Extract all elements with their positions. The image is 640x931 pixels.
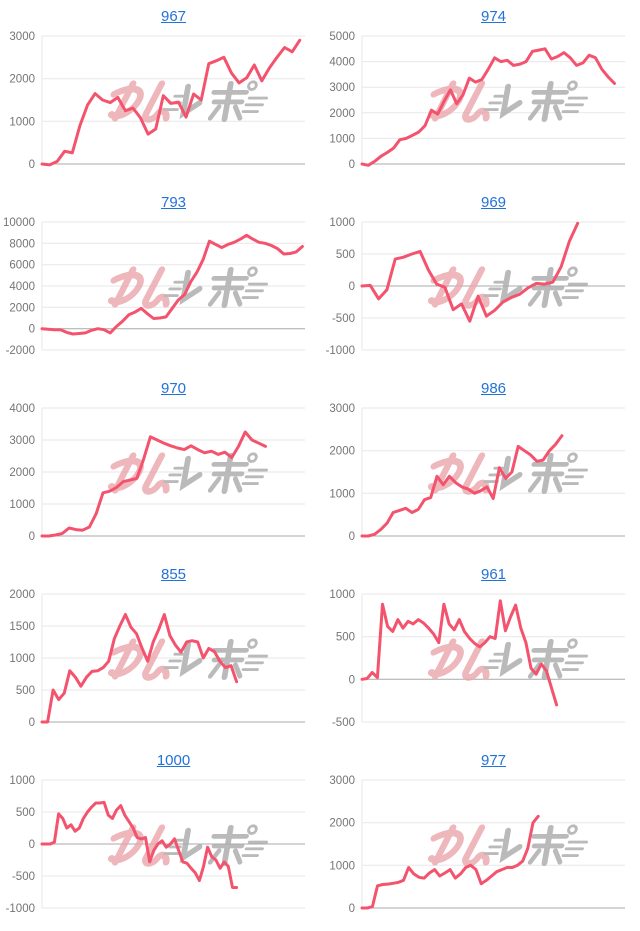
y-tick-label: 8000 (9, 238, 35, 250)
y-tick-label: 2000 (9, 74, 35, 86)
y-tick-label: 2000 (329, 818, 355, 830)
minrepo-watermark-logo (109, 454, 269, 492)
chart-title-link[interactable]: 974 (480, 8, 507, 25)
y-tick-label: 0 (349, 903, 355, 915)
line-chart: -2000 0 2000 4000 6000 8000 10000 (3, 217, 305, 357)
y-tick-label: 1000 (329, 133, 355, 145)
y-tick-label: 1500 (9, 621, 35, 633)
y-tick-label: 3000 (329, 403, 355, 415)
line-chart: 0 1000 2000 3000 4000 (9, 403, 305, 543)
minrepo-watermark-logo (109, 82, 269, 120)
chart-line (40, 613, 239, 724)
chart-cell: 986 0 1000 2000 3000 (320, 372, 640, 558)
y-tick-label: -500 (332, 717, 355, 729)
y-tick-label: 500 (336, 632, 355, 644)
y-tick-label: 0 (29, 324, 35, 336)
y-tick-label: 10000 (3, 217, 35, 229)
chart-line (360, 599, 559, 707)
y-tick-label: -1000 (326, 345, 355, 357)
y-tick-label: 1000 (9, 653, 35, 665)
y-tick-label: 2000 (9, 467, 35, 479)
chart-cell: 961 -500 0 500 1000 (320, 558, 640, 744)
y-tick-label: 4000 (9, 403, 35, 415)
chart-cell: 970 0 1000 2000 3000 4000 (0, 372, 320, 558)
y-tick-label: -2000 (6, 345, 35, 357)
minrepo-watermark-logo (429, 640, 589, 678)
chart-line (360, 47, 616, 167)
minrepo-watermark-logo (109, 640, 269, 678)
y-tick-label: 500 (16, 807, 35, 819)
y-tick-label: 0 (29, 839, 35, 851)
line-chart: 0 1000 2000 3000 (329, 403, 625, 543)
y-tick-label: 4000 (9, 281, 35, 293)
chart-title-link[interactable]: 967 (160, 8, 187, 25)
chart-title-link[interactable]: 793 (160, 194, 187, 211)
line-chart: -500 0 500 1000 (329, 589, 625, 729)
y-tick-label: -500 (332, 313, 355, 325)
chart-cell: 974 0 1000 2000 3000 4000 5000 (320, 0, 640, 186)
chart-title-link[interactable]: 977 (480, 752, 507, 769)
y-tick-label: 0 (349, 159, 355, 171)
line-chart: 0 1000 2000 3000 4000 5000 (329, 31, 625, 171)
chart-title-link[interactable]: 969 (480, 194, 507, 211)
line-chart: 0 500 1000 1500 2000 (9, 589, 305, 729)
y-tick-label: 0 (349, 531, 355, 543)
chart-cell: 855 0 500 1000 1500 2000 (0, 558, 320, 744)
line-chart: -1000 -500 0 500 1000 (326, 217, 625, 357)
chart-title-link[interactable]: 970 (160, 380, 187, 397)
chart-cell: 977 0 1000 2000 3000 (320, 744, 640, 930)
y-tick-label: 1000 (329, 217, 355, 229)
y-tick-label: 0 (29, 531, 35, 543)
chart-line (40, 38, 302, 167)
y-tick-label: 3000 (9, 31, 35, 43)
y-tick-label: 0 (29, 717, 35, 729)
y-tick-label: -1000 (6, 903, 35, 915)
chart-line (40, 430, 267, 538)
y-tick-label: 2000 (329, 108, 355, 120)
y-tick-label: 3000 (329, 775, 355, 787)
chart-cell: 793 -2000 0 2000 4000 6000 8000 10000 (0, 186, 320, 372)
y-tick-label: 1000 (329, 488, 355, 500)
y-tick-label: 6000 (9, 260, 35, 272)
chart-title-link[interactable]: 1000 (156, 752, 191, 769)
y-tick-label: 4000 (329, 57, 355, 69)
y-tick-label: 1000 (329, 589, 355, 601)
chart-line (360, 814, 540, 910)
chart-cell: 967 0 1000 2000 3000 (0, 0, 320, 186)
chart-title-link[interactable]: 961 (480, 566, 507, 583)
y-tick-label: 0 (29, 159, 35, 171)
y-tick-label: 0 (349, 674, 355, 686)
chart-line (360, 434, 564, 538)
y-tick-label: 1000 (9, 116, 35, 128)
y-tick-label: 2000 (329, 446, 355, 458)
y-tick-label: 3000 (9, 435, 35, 447)
y-tick-label: -500 (12, 871, 35, 883)
line-chart: 0 1000 2000 3000 (9, 31, 305, 171)
line-chart: 0 1000 2000 3000 (329, 775, 625, 915)
y-tick-label: 5000 (329, 31, 355, 43)
chart-cell: 969 -1000 -500 0 500 1000 (320, 186, 640, 372)
y-tick-label: 2000 (9, 589, 35, 601)
y-tick-label: 1000 (329, 860, 355, 872)
y-tick-label: 1000 (9, 775, 35, 787)
y-tick-label: 0 (349, 281, 355, 293)
chart-title-link[interactable]: 986 (480, 380, 507, 397)
y-tick-label: 1000 (9, 499, 35, 511)
y-tick-label: 500 (336, 249, 355, 261)
chart-title-link[interactable]: 855 (160, 566, 187, 583)
chart-line (360, 221, 580, 323)
chart-line (40, 800, 239, 889)
y-tick-label: 3000 (329, 82, 355, 94)
line-chart: -1000 -500 0 500 1000 (6, 775, 305, 915)
y-tick-label: 500 (16, 685, 35, 697)
minrepo-watermark-logo (429, 826, 589, 864)
chart-line (40, 233, 304, 336)
chart-cell: 1000 -1000 -500 0 500 1000 (0, 744, 320, 930)
y-tick-label: 2000 (9, 302, 35, 314)
